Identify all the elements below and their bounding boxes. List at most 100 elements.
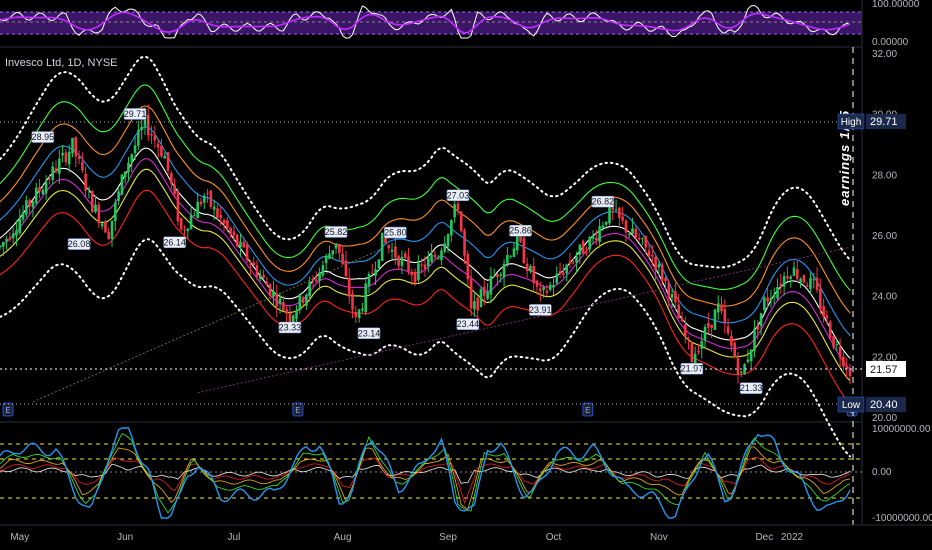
candle-body [176,191,180,222]
candle-body [789,276,792,279]
candle-body [156,143,160,148]
candle-body [450,220,453,236]
candle-body [832,335,835,348]
candle-body [51,166,55,180]
candle-body [779,283,783,286]
candle-body [515,231,519,251]
price-tick: 26.00 [872,231,897,242]
candle-body [387,245,391,249]
candle-body [324,255,328,264]
candle-body [107,231,111,239]
candle-body [512,248,516,258]
swing-low-label: 23.44 [456,318,480,330]
swing-value: 29.71 [124,109,147,119]
candle-body [848,369,852,376]
trend-line [32,249,380,403]
time-tick: Oct [546,532,562,543]
candle-body [756,325,760,330]
candle-body [137,129,140,146]
candle-body [657,264,661,268]
swing-value: 26.14 [163,237,186,247]
trend-line [197,246,851,394]
candle-body [739,371,743,373]
candle-body [44,182,48,194]
earnings-marker[interactable]: E [292,402,304,417]
candle-body [18,218,22,234]
candle-body [28,199,31,207]
candle-body [548,284,552,290]
candle-body [417,263,420,281]
candle-body [463,230,466,256]
candle-body [433,254,437,258]
last-price-tag: 21.57 [866,361,906,377]
swing-value: 26.82 [592,197,615,207]
candle-body [647,250,651,257]
candle-body [802,275,806,283]
candle-body [219,214,223,219]
candle-body [815,277,819,291]
candle-body [87,188,91,190]
candle-body [614,209,618,211]
price-panel[interactable]: 28.95 29.71 25.82 25.80 27.03 25.86 26.82 26.08… [0,55,858,458]
candle-body [344,260,348,277]
low-tag: Low 20.40 [837,396,906,413]
band-line [0,238,851,458]
candle-body [703,326,707,341]
candle-body [361,308,364,311]
swing-high-label: 25.82 [324,226,348,238]
candle-body [41,189,45,195]
time-axis[interactable]: May Jun Jul Aug Sep Oct Nov Dec 2022 [10,532,803,543]
candle-body [575,256,578,263]
candle-body [295,310,298,319]
oscillator-line [0,446,851,511]
candle-body [193,215,196,217]
candle-body [664,277,667,282]
candle-body [539,288,542,292]
candle-body [235,234,239,247]
low-tag-label: Low [842,400,861,411]
swing-high-label: 25.86 [509,224,532,237]
candle-body [624,220,628,233]
candle-body [608,202,611,224]
candle-body [318,272,321,281]
band-line [0,84,851,291]
earnings-marker[interactable]: E [2,402,14,417]
earnings-label: earnings 1/25 [837,110,852,206]
candle-body [677,304,680,319]
candle-body [585,251,588,253]
candle-body [11,233,15,239]
swing-low-label: 23.14 [357,327,381,340]
time-tick: Aug [334,532,352,543]
candle-body [31,201,35,208]
candle-body [90,191,94,213]
candle-body [413,271,417,283]
candle-body [601,225,605,229]
price-tick: 28.00 [872,170,897,181]
swing-value: 28.95 [32,132,55,142]
candle-body [828,321,832,339]
candle-body [812,279,816,281]
candle-body [407,256,410,272]
candle-body [502,263,506,278]
candle-body [173,184,176,195]
candle-body [150,134,153,136]
candle-body [674,291,677,303]
candle-body [558,271,562,274]
swing-low-label: 26.14 [163,236,186,249]
swing-value: 27.03 [447,190,470,200]
candle-body [489,275,493,295]
candle-body [48,178,51,180]
candle-body [212,206,216,210]
candle-body [133,145,137,154]
candle-body [262,274,265,278]
candle-body [104,221,107,233]
candle-body [693,353,697,366]
candle-body [763,297,766,310]
candle-body [199,201,203,205]
candle-body [394,246,397,258]
candle-body [239,241,242,247]
chart-title: Invesco Ltd, 1D, NYSE [5,57,118,69]
high-tag: High 29.71 [837,113,906,130]
earnings-marker[interactable]: E [582,402,594,417]
